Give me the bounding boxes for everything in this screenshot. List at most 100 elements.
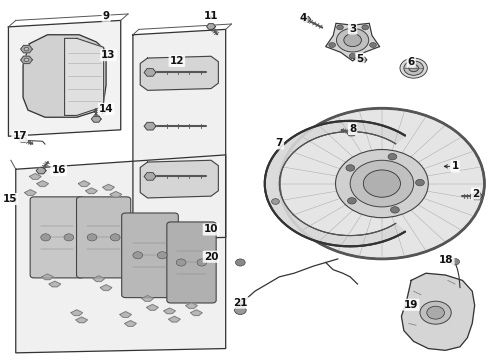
FancyBboxPatch shape	[167, 222, 216, 303]
Polygon shape	[8, 21, 121, 136]
Circle shape	[344, 34, 362, 46]
Polygon shape	[102, 184, 114, 190]
Polygon shape	[147, 305, 158, 310]
Text: 1: 1	[451, 161, 459, 171]
Polygon shape	[265, 121, 405, 246]
Polygon shape	[144, 69, 156, 76]
Polygon shape	[19, 138, 27, 142]
Polygon shape	[140, 56, 219, 90]
Text: 12: 12	[170, 56, 184, 66]
Text: 20: 20	[204, 252, 218, 262]
Polygon shape	[472, 193, 483, 199]
Circle shape	[400, 58, 427, 78]
Polygon shape	[133, 30, 226, 240]
Polygon shape	[21, 56, 32, 64]
Polygon shape	[110, 192, 122, 197]
Circle shape	[271, 199, 279, 204]
Polygon shape	[302, 17, 311, 22]
Text: 21: 21	[233, 298, 247, 308]
Polygon shape	[144, 122, 156, 130]
Circle shape	[349, 53, 356, 58]
Polygon shape	[71, 310, 83, 316]
Circle shape	[409, 64, 418, 72]
Text: 19: 19	[404, 300, 418, 310]
Text: 2: 2	[472, 189, 479, 199]
Polygon shape	[29, 174, 41, 179]
Polygon shape	[36, 167, 46, 174]
Circle shape	[41, 234, 50, 241]
Circle shape	[420, 301, 451, 324]
Polygon shape	[16, 155, 226, 353]
Polygon shape	[124, 320, 136, 326]
Circle shape	[350, 160, 414, 207]
Polygon shape	[144, 173, 156, 180]
Circle shape	[337, 28, 368, 52]
Circle shape	[24, 58, 29, 62]
Circle shape	[110, 234, 120, 241]
Text: 15: 15	[2, 194, 17, 204]
Polygon shape	[169, 316, 180, 322]
Polygon shape	[92, 116, 101, 122]
Circle shape	[451, 258, 460, 265]
Text: 13: 13	[101, 50, 116, 60]
Text: 17: 17	[12, 131, 27, 141]
Circle shape	[337, 25, 343, 30]
Circle shape	[329, 42, 336, 48]
FancyBboxPatch shape	[122, 213, 178, 298]
Text: 16: 16	[51, 165, 66, 175]
Circle shape	[391, 207, 399, 213]
Polygon shape	[120, 312, 131, 318]
Text: 9: 9	[102, 11, 110, 21]
Circle shape	[362, 25, 368, 30]
Circle shape	[346, 165, 355, 171]
Text: 7: 7	[276, 139, 283, 148]
Polygon shape	[42, 274, 53, 280]
Polygon shape	[401, 273, 475, 350]
Polygon shape	[142, 296, 153, 301]
Polygon shape	[21, 45, 32, 53]
Polygon shape	[78, 181, 90, 186]
Circle shape	[24, 47, 29, 51]
Circle shape	[87, 234, 97, 241]
Circle shape	[197, 259, 207, 266]
Polygon shape	[24, 190, 36, 195]
Polygon shape	[86, 188, 98, 194]
Circle shape	[388, 153, 397, 160]
Circle shape	[176, 259, 186, 266]
Circle shape	[416, 179, 424, 186]
Circle shape	[404, 61, 423, 75]
Circle shape	[369, 42, 376, 48]
Polygon shape	[164, 308, 175, 314]
Polygon shape	[191, 310, 202, 316]
Circle shape	[235, 259, 245, 266]
Polygon shape	[100, 285, 112, 291]
Polygon shape	[76, 317, 88, 323]
Polygon shape	[358, 57, 367, 63]
FancyBboxPatch shape	[76, 197, 131, 278]
Circle shape	[364, 170, 400, 197]
Polygon shape	[207, 24, 216, 29]
Text: 10: 10	[204, 225, 218, 234]
Text: 11: 11	[204, 11, 218, 21]
Polygon shape	[326, 23, 380, 61]
Circle shape	[427, 306, 444, 319]
Polygon shape	[37, 181, 49, 186]
Circle shape	[235, 306, 246, 315]
Circle shape	[133, 252, 143, 259]
Text: 6: 6	[408, 57, 415, 67]
Text: 5: 5	[356, 54, 364, 64]
Text: 14: 14	[99, 104, 113, 114]
Circle shape	[64, 234, 74, 241]
FancyBboxPatch shape	[30, 197, 84, 278]
Text: 8: 8	[349, 124, 356, 134]
Polygon shape	[140, 160, 219, 198]
Text: 18: 18	[439, 255, 454, 265]
Polygon shape	[23, 35, 106, 117]
Circle shape	[336, 149, 428, 218]
Text: 3: 3	[349, 24, 356, 34]
Polygon shape	[65, 39, 103, 116]
Polygon shape	[93, 276, 104, 282]
Polygon shape	[347, 130, 357, 136]
Circle shape	[347, 198, 356, 204]
Polygon shape	[186, 303, 197, 309]
